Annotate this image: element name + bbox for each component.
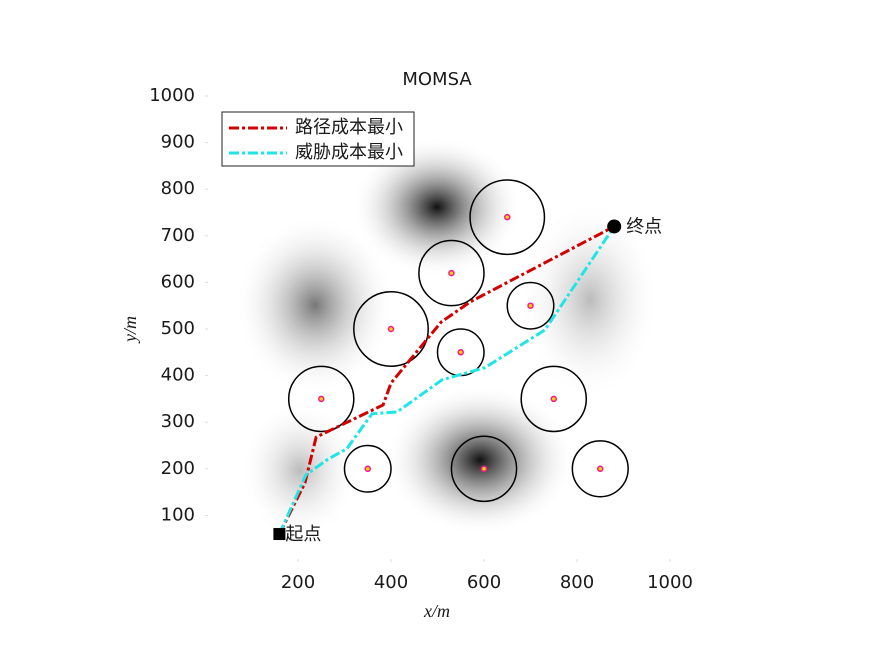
threat-center bbox=[504, 213, 511, 221]
threat-center bbox=[387, 325, 395, 333]
legend-box bbox=[221, 111, 415, 167]
series-line bbox=[278, 225, 616, 535]
threat-center bbox=[364, 465, 371, 473]
threat-center bbox=[597, 465, 604, 473]
x-tick-label: 600 bbox=[467, 572, 501, 593]
x-tick-label: 800 bbox=[560, 572, 594, 593]
y-tick-label: 800 bbox=[161, 178, 195, 199]
x-tick-label: 1000 bbox=[647, 572, 693, 593]
threat-circle bbox=[571, 440, 629, 498]
x-tick-label: 400 bbox=[374, 572, 408, 593]
threat-center bbox=[550, 395, 557, 403]
y-tick-label: 100 bbox=[161, 504, 195, 525]
threat-circle bbox=[343, 444, 392, 493]
annotation-label: 终点 bbox=[626, 216, 662, 237]
threat-circle bbox=[506, 281, 555, 330]
threat-center bbox=[457, 349, 464, 356]
threat-circle bbox=[450, 435, 518, 503]
y-axis-label: y/m bbox=[120, 316, 140, 344]
threat-center bbox=[527, 302, 534, 309]
legend-label: 路径成本最小 bbox=[295, 117, 403, 138]
start-marker bbox=[273, 528, 286, 541]
y-tick-label: 600 bbox=[161, 271, 195, 292]
y-tick-label: 900 bbox=[161, 132, 195, 153]
chart-title: MOMSA bbox=[402, 69, 472, 90]
y-tick-label: 1000 bbox=[149, 85, 195, 106]
y-tick-label: 300 bbox=[161, 411, 195, 432]
end-marker bbox=[607, 219, 622, 234]
threat-circle bbox=[418, 239, 485, 307]
y-tick-label: 200 bbox=[161, 458, 195, 479]
x-axis-label: x/m bbox=[423, 601, 450, 621]
threat-circle bbox=[353, 291, 429, 367]
legend-label: 威胁成本最小 bbox=[295, 142, 403, 163]
y-tick-label: 400 bbox=[161, 365, 195, 386]
threat-center bbox=[480, 465, 488, 473]
y-tick-label: 700 bbox=[161, 225, 195, 246]
annotation-label: 起点 bbox=[285, 524, 321, 545]
threat-center bbox=[448, 269, 455, 277]
threat-circle bbox=[287, 365, 355, 433]
threat-center bbox=[318, 395, 325, 403]
threat-circle bbox=[520, 365, 588, 433]
y-tick-label: 500 bbox=[161, 318, 195, 339]
x-tick-label: 200 bbox=[281, 572, 315, 593]
threat-circle bbox=[469, 179, 546, 256]
